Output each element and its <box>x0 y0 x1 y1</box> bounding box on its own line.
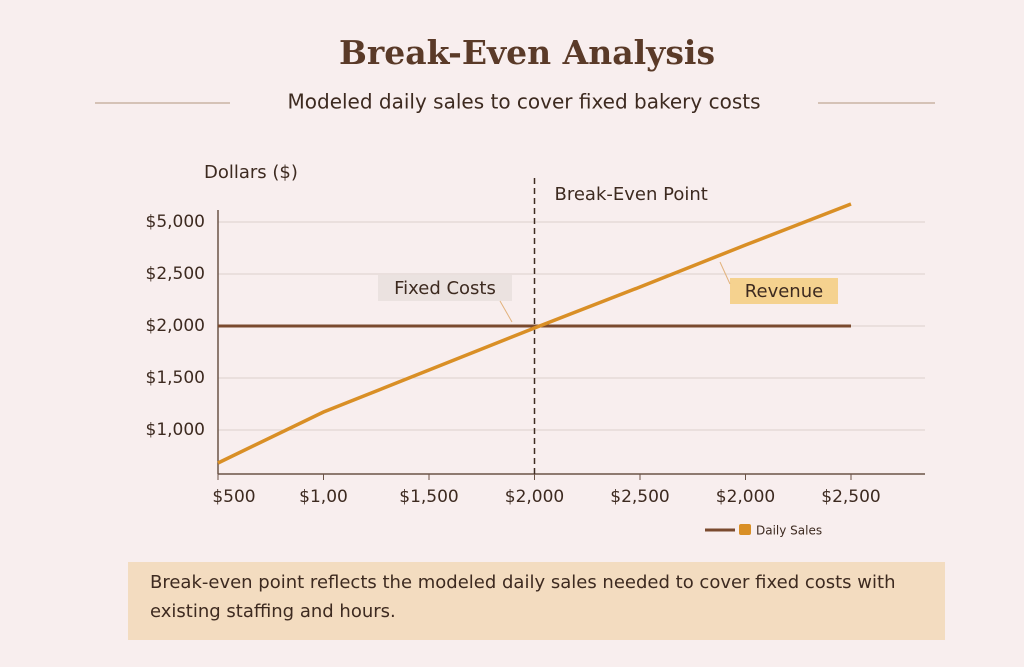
note-box <box>128 562 945 640</box>
x-tick-label: $2,000 <box>505 487 564 507</box>
note-wrap: Break-even point reflects the modeled da… <box>150 572 896 622</box>
x-tick-label: $2,500 <box>821 487 880 507</box>
x-tick-label: $2,000 <box>716 487 775 507</box>
y-tick-label: $1,500 <box>146 368 205 388</box>
series-line <box>217 202 852 465</box>
legend-label: Daily Sales <box>756 524 822 538</box>
break-even-label: Break-Even Point <box>555 184 708 205</box>
y-tick-label: $1,000 <box>146 420 205 440</box>
x-tick-label: $2,500 <box>610 487 669 507</box>
chart-subtitle: Modeled daily sales to cover fixed baker… <box>288 90 761 114</box>
x-tick-label: $1,500 <box>399 487 458 507</box>
series-label: Fixed Costs <box>394 278 496 299</box>
legend-icon <box>739 524 751 535</box>
note: Break-even point reflects the modeled da… <box>150 572 896 622</box>
series-label-box <box>730 278 838 304</box>
y-tick-label: $2,500 <box>146 264 205 284</box>
x-tick-label: $500 <box>212 487 255 507</box>
series-label: Revenue <box>745 281 823 302</box>
series-label-box <box>378 275 512 301</box>
leader <box>719 261 731 285</box>
chart-title: Break-Even Analysis <box>339 33 715 72</box>
y-tick-label: $5,000 <box>146 212 205 232</box>
y-axis-label: Dollars ($) <box>204 162 298 183</box>
y-tick-label: $2,000 <box>146 316 205 336</box>
x-tick-label: $1,00 <box>299 487 348 507</box>
leader <box>499 300 513 323</box>
